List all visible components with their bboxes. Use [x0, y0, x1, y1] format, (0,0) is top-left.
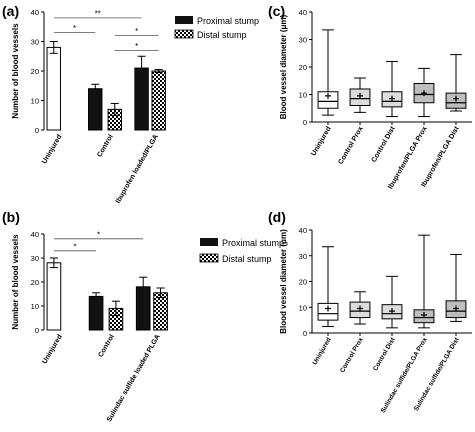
x-tick-label: Ibuprofen/PLGA Dist [420, 125, 461, 188]
legend-swatch-distal [174, 29, 194, 39]
bar [88, 88, 103, 131]
x-tick-label: Control [97, 333, 116, 358]
chart-a: 0 10 20 30 40 Number of blood vessels Uninjure… [11, 8, 166, 205]
y-tick-label: 30 [299, 36, 307, 45]
significance-marker: * [73, 24, 76, 33]
panel-label-a: (a) [2, 3, 19, 19]
x-tick-label: Sulindac sulfide loaded PLGA [106, 334, 162, 424]
panel-label-d: (d) [268, 209, 286, 225]
chart-b: 0 10 20 30 40 Number of blood vessels Uninjure… [11, 230, 168, 424]
y-tick-label: 30 [31, 254, 39, 263]
x-tick-label: Control Dist [372, 336, 397, 372]
y-tick-label: 40 [299, 8, 307, 17]
x-tick-label: Control Prox [337, 125, 364, 165]
legend-a: Proximal stump Distal stump [174, 16, 259, 40]
y-axis-title: Blood vessel diameter (μm) [279, 229, 288, 334]
y-tick-label: 0 [35, 326, 39, 335]
x-tick-label: Control [96, 133, 115, 158]
y-tick-label: 40 [31, 230, 39, 239]
y-tick-label: 10 [299, 303, 307, 312]
legend-b: Proximal stump Distal stump [199, 238, 284, 264]
box [317, 91, 339, 109]
y-tick-label: 0 [303, 118, 307, 127]
legend-swatch-proximal [200, 238, 218, 246]
y-axis-title: Number of blood vessels [11, 23, 20, 119]
x-tick-label: Ibuprofen loaded/PLGA [115, 134, 160, 205]
bar [153, 292, 168, 331]
chart-c: 0 10 20 30 40 Blood vessel diameter (μm) Uninj… [279, 8, 472, 190]
y-tick-label: 40 [31, 8, 39, 17]
panel-label-b: (b) [2, 209, 20, 225]
significance-marker: * [135, 42, 138, 51]
x-tick-label: Uninjured [311, 336, 332, 366]
y-tick-label: 30 [299, 252, 307, 261]
x-tick-label: Control Prox [339, 336, 365, 374]
bar [134, 67, 149, 131]
significance-marker: * [73, 242, 76, 251]
y-tick-label: 20 [31, 67, 39, 76]
panel-label-c: (c) [268, 3, 285, 19]
legend-label-distal: Distal stump [197, 30, 247, 40]
y-tick-label: 10 [299, 91, 307, 100]
significance-marker: * [135, 27, 138, 36]
y-tick-label: 20 [299, 63, 307, 72]
x-tick-label: Control Dist [371, 125, 397, 164]
y-tick-label: 0 [303, 329, 307, 338]
y-tick-label: 40 [299, 226, 307, 235]
x-tick-label: Uninjured [41, 334, 63, 366]
y-tick-label: 0 [35, 126, 39, 135]
y-axis-title: Number of blood vessels [11, 234, 20, 330]
legend-label-distal: Distal stump [222, 254, 272, 264]
y-tick-label: 10 [31, 97, 39, 106]
bar [46, 262, 62, 331]
bar [46, 46, 61, 131]
legend-swatch-proximal [175, 16, 193, 24]
chart-d: 0 10 20 30 40 Blood vessel diameter (μm) Uninj… [279, 226, 472, 414]
box [317, 302, 339, 321]
bar [135, 286, 151, 331]
significance-marker: ** [95, 9, 101, 18]
significance-marker: * [97, 230, 100, 239]
legend-swatch-distal [199, 253, 219, 263]
x-tick-label: Uninjured [310, 126, 332, 158]
legend-label-proximal: Proximal stump [197, 16, 259, 26]
y-tick-label: 20 [299, 278, 307, 287]
y-tick-label: 20 [31, 278, 39, 287]
y-tick-label: 30 [31, 38, 39, 47]
x-tick-label: Uninjured [41, 134, 63, 166]
legend-label-proximal: Proximal stump [222, 238, 284, 248]
y-axis-title: Blood vessel diameter (μm) [279, 14, 288, 119]
bar [88, 295, 104, 331]
y-tick-label: 10 [31, 302, 39, 311]
bar [151, 70, 166, 131]
